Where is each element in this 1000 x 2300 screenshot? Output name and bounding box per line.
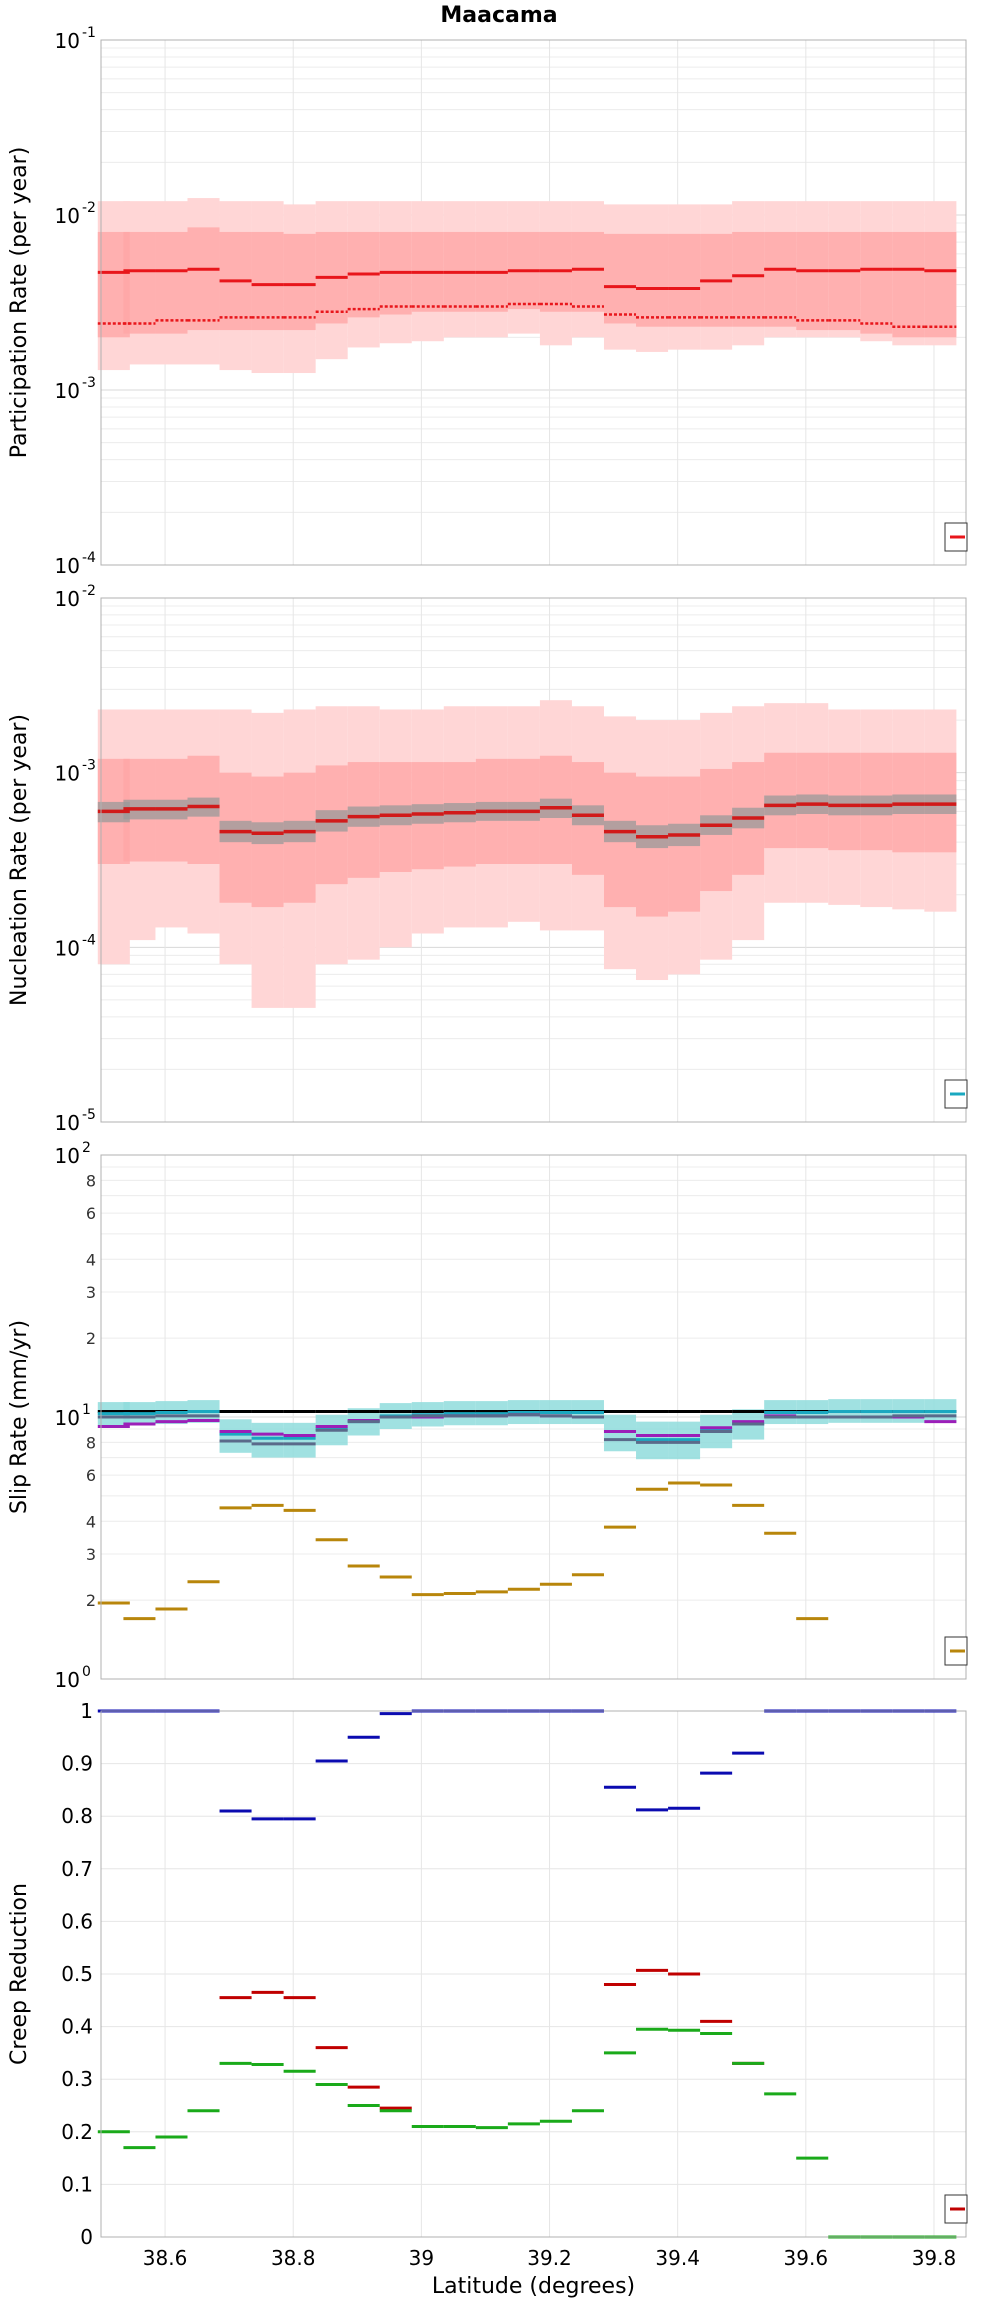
inner-uncertainty-band bbox=[892, 231, 925, 338]
y-tick-label: 0.8 bbox=[61, 1804, 93, 1828]
y-minor-tick-label: 6 bbox=[86, 1204, 96, 1223]
y-tick-label: 10 bbox=[55, 554, 80, 578]
y-tick-label: 0.5 bbox=[61, 1962, 93, 1986]
inner-uncertainty-band bbox=[123, 231, 156, 334]
y-tick-label: 0.2 bbox=[61, 2120, 93, 2144]
y-tick-exponent: -2 bbox=[82, 200, 96, 216]
y-tick-exponent: -4 bbox=[82, 550, 96, 566]
plot-frame bbox=[100, 1154, 967, 1680]
y-axis-label: Creep Reduction bbox=[7, 1883, 32, 2065]
y-tick-exponent: -3 bbox=[82, 375, 96, 391]
inner-uncertainty-band bbox=[796, 231, 829, 331]
y-tick-exponent: -5 bbox=[82, 1107, 96, 1123]
inner-uncertainty-band bbox=[668, 233, 701, 327]
y-minor-tick-label: 3 bbox=[86, 1283, 96, 1302]
y-tick-label: 1 bbox=[80, 1699, 93, 1723]
x-axis-label: Latitude (degrees) bbox=[432, 2274, 635, 2299]
y-tick-label: 0.7 bbox=[61, 1857, 93, 1881]
inner-uncertainty-band bbox=[187, 227, 220, 331]
y-tick-label: 0.1 bbox=[61, 2172, 93, 2196]
figure-title: Maacama bbox=[440, 3, 557, 28]
y-tick-label: 0.4 bbox=[61, 2015, 93, 2039]
y-tick-exponent: -4 bbox=[82, 932, 96, 948]
y-tick-exponent: 1 bbox=[82, 1402, 91, 1418]
x-tick-label: 39.6 bbox=[784, 2246, 829, 2270]
x-tick-label: 38.8 bbox=[271, 2246, 316, 2270]
y-tick-label: 10 bbox=[55, 1111, 80, 1135]
inner-uncertainty-band bbox=[924, 231, 957, 338]
inner-uncertainty-band bbox=[283, 233, 316, 331]
inner-uncertainty-band bbox=[860, 231, 893, 334]
inner-uncertainty-band bbox=[603, 233, 637, 324]
x-tick-label: 39 bbox=[409, 2246, 434, 2270]
y-tick-label: 0.6 bbox=[61, 1909, 93, 1933]
plot-frame bbox=[100, 597, 967, 1123]
y-minor-tick-label: 3 bbox=[86, 1545, 96, 1564]
plot-frame bbox=[100, 39, 967, 566]
y-tick-label: 10 bbox=[55, 204, 80, 228]
plot-frame bbox=[100, 1710, 967, 2238]
y-tick-label: 10 bbox=[55, 1668, 80, 1692]
y-tick-label: 10 bbox=[55, 379, 80, 403]
inner-uncertainty-band bbox=[636, 233, 669, 327]
x-tick-label: 39.4 bbox=[655, 2246, 700, 2270]
inner-uncertainty-band bbox=[155, 231, 188, 334]
x-tick-label: 38.6 bbox=[143, 2246, 188, 2270]
creep-reduction-panel: 0 0.1 0.2 0.3 0.4 0.5 0.6 0.7 0.8 0.9 1 38.6 38.8 39 3… bbox=[7, 1699, 968, 2299]
y-tick-exponent: -2 bbox=[82, 583, 96, 599]
y-tick-label: 10 bbox=[55, 1406, 80, 1430]
y-minor-tick-label: 6 bbox=[86, 1466, 96, 1485]
inner-uncertainty-band bbox=[251, 231, 284, 331]
y-minor-tick-label: 4 bbox=[86, 1250, 96, 1269]
y-tick-exponent: -1 bbox=[82, 25, 96, 41]
y-tick-label: 10 bbox=[55, 29, 80, 53]
y-minor-tick-label: 8 bbox=[86, 1433, 96, 1452]
x-tick-label: 39.2 bbox=[527, 2246, 572, 2270]
inner-uncertainty-band bbox=[828, 231, 861, 331]
y-tick-label: 10 bbox=[55, 762, 80, 786]
y-minor-tick-label: 2 bbox=[86, 1591, 96, 1610]
cyan-uncertainty-band bbox=[283, 1422, 316, 1458]
y-tick-label: 0.9 bbox=[61, 1752, 93, 1776]
y-minor-tick-label: 4 bbox=[86, 1512, 96, 1531]
y-tick-label: 10 bbox=[55, 936, 80, 960]
x-tick-label: 39.8 bbox=[912, 2246, 957, 2270]
y-tick-label: 0.3 bbox=[61, 2067, 93, 2091]
y-tick-exponent: -3 bbox=[82, 758, 96, 774]
cyan-uncertainty-band bbox=[219, 1419, 252, 1453]
cyan-uncertainty-band bbox=[251, 1422, 284, 1458]
y-axis-label: Nucleation Rate (per year) bbox=[7, 714, 32, 1006]
y-tick-exponent: 0 bbox=[82, 1664, 91, 1680]
y-axis-label: Participation Rate (per year) bbox=[7, 147, 32, 459]
y-tick-label: 10 bbox=[55, 1144, 80, 1168]
inner-uncertainty-band bbox=[571, 231, 604, 312]
y-tick-exponent: 2 bbox=[82, 1140, 91, 1156]
y-tick-label: 0 bbox=[80, 2225, 93, 2249]
y-minor-tick-label: 8 bbox=[86, 1171, 96, 1190]
inner-uncertainty-band bbox=[764, 231, 797, 327]
y-minor-tick-label: 2 bbox=[86, 1329, 96, 1348]
inner-uncertainty-band bbox=[732, 231, 765, 327]
y-tick-label: 10 bbox=[55, 587, 80, 611]
y-axis-label: Slip Rate (mm/yr) bbox=[7, 1320, 32, 1514]
